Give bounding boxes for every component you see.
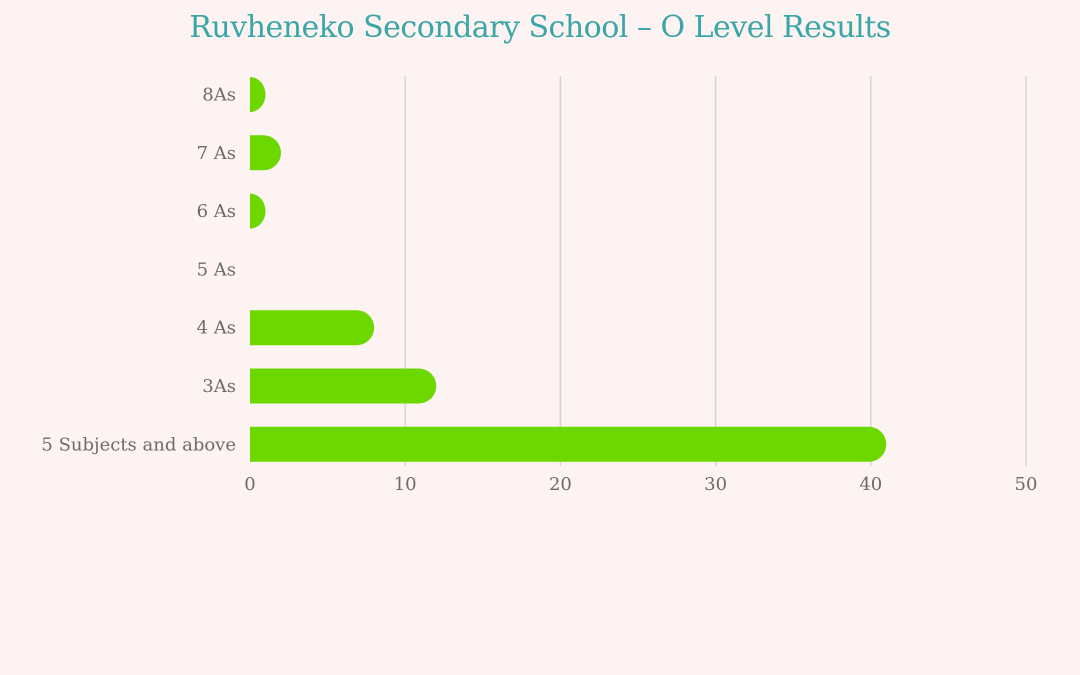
category-label: 7 As xyxy=(197,143,236,164)
bar xyxy=(250,310,375,346)
category-label: 3As xyxy=(202,376,236,397)
x-tick-label: 20 xyxy=(549,474,572,495)
x-tick-labels: 0 10 20 30 40 50 xyxy=(244,474,1037,495)
gridlines xyxy=(404,76,1027,466)
x-tick-label: 0 xyxy=(244,474,255,495)
chart-title: Ruvheneko Secondary School – O Level Res… xyxy=(189,10,891,45)
x-tick-label: 50 xyxy=(1015,474,1038,495)
category-label: 6 As xyxy=(197,201,236,222)
category-label: 5 As xyxy=(197,259,236,280)
x-tick-label: 30 xyxy=(704,474,727,495)
bar xyxy=(250,135,282,171)
bars xyxy=(250,77,887,462)
bar xyxy=(250,368,437,404)
bar xyxy=(250,193,266,229)
category-label: 8As xyxy=(202,85,236,106)
bar xyxy=(250,77,266,112)
category-label: 4 As xyxy=(197,318,236,339)
category-label: 5 Subjects and above xyxy=(41,434,236,455)
x-tick-label: 40 xyxy=(859,474,882,495)
bar xyxy=(250,426,887,462)
x-tick-label: 10 xyxy=(394,474,417,495)
category-labels: 8As 7 As 6 As 5 As 4 As 3As 5 Subjects and abo… xyxy=(41,85,236,456)
